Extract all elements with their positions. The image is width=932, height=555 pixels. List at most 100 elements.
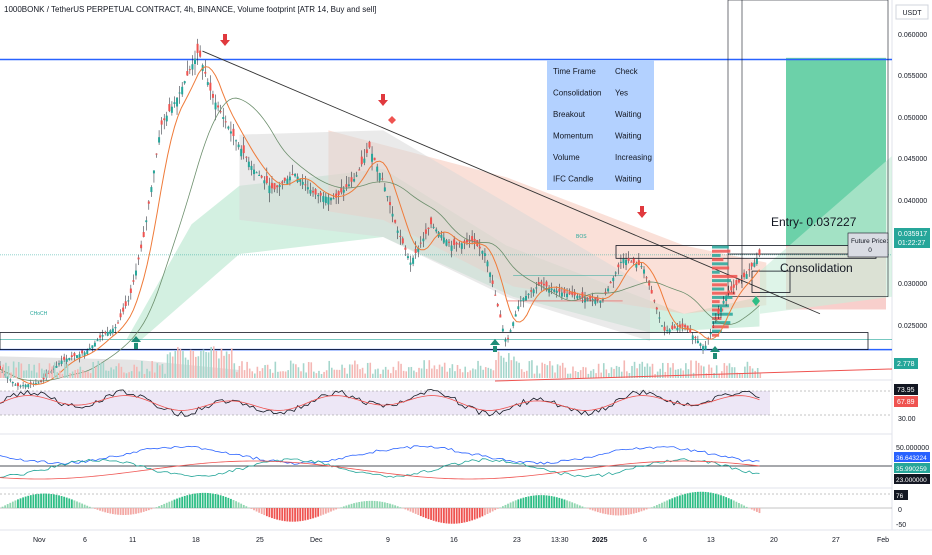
volume-bar [102,362,105,378]
candle-body [499,314,502,318]
time-tick: 2025 [592,537,608,544]
candle-body [58,363,61,365]
price-axis[interactable]: 0.060000 0.055000 0.050000 0.045000 0.04… [898,32,927,330]
volume-bar [608,373,610,378]
rsi-ma-badge [894,396,918,407]
diamond-marker-icon [752,296,760,306]
candle-body [563,289,566,294]
volume-bar [320,373,323,378]
volume-bar [20,363,23,378]
checklist-key: Momentum [553,132,593,141]
volume-bar [210,346,212,378]
volume-bar [53,362,56,378]
volume-bar [305,372,307,378]
candle-body [194,58,196,64]
volume-bar [146,368,148,378]
checklist-key: Breakout [553,110,586,119]
volume-bar [346,373,348,378]
volume-bar [538,373,541,378]
volume-bar [197,356,200,378]
candle-body [324,196,327,203]
candle-body [517,306,520,310]
consolidation-box [751,270,791,293]
volume-bar [561,362,564,378]
candle-body [440,234,443,238]
candle-body [353,179,356,182]
volume-bar [372,373,374,378]
diamond-marker-icon [388,116,396,124]
demand-zone-box [0,332,869,350]
volume-bar [559,365,561,378]
candle-body [170,106,173,113]
candle-body [70,355,73,358]
dmi-v1: 36.643224 [896,455,927,462]
volume-bar [323,371,325,378]
volume-bar [254,373,256,378]
volume-bar [428,360,431,378]
candle-body [291,173,294,175]
volume-bar [564,367,567,378]
candle-body [288,176,291,181]
price-tick: 0.025000 [898,323,927,330]
volume-bar [192,351,195,378]
candle-body [430,217,433,225]
volume-bar [115,366,118,378]
volume-bar [166,354,169,378]
volume-bar [356,364,359,378]
time-tick: 27 [832,537,840,544]
volume-bar [446,371,449,378]
candle-body [694,336,697,339]
volume-bar [5,362,7,378]
volume-profile-bar [712,270,720,274]
candle-body [270,183,273,189]
volume-bar [379,373,382,378]
candle-body [332,198,335,200]
volume-bar [472,368,474,378]
candle-body [309,189,312,194]
candle-body [483,253,486,256]
volume-bar [277,371,279,378]
currency-label[interactable]: USDT [902,10,922,17]
volume-bar [708,364,710,378]
candle-body [496,303,499,307]
volume-bar [71,371,74,378]
volume-bar [161,363,164,378]
candle-body [265,175,268,183]
volume-bar [728,363,731,378]
signal-arrow-down-icon [381,94,385,100]
candle-body [363,158,366,163]
candle-body [101,335,104,337]
volume-bar [582,366,585,378]
candle-body [702,346,705,351]
bos-label: BOS [576,234,587,240]
checklist-value: Increasing [615,153,652,162]
candle-body [129,288,132,293]
volume-bar [43,370,46,378]
volume-bar [300,371,302,378]
candle-body [689,328,692,333]
last-price: 0.035917 [898,231,927,238]
osc-zero: 0 [898,507,902,514]
volume-bar [718,373,721,378]
checklist-key: Volume [553,153,580,162]
candle-body [609,281,612,284]
time-axis[interactable]: Nov 6 11 18 25 Dec 9 16 23 13:30 2025 6 … [33,537,889,544]
signal-arrow-up-icon [134,343,138,349]
volume-profile-bar [712,321,731,325]
volume-bar [690,360,692,378]
signal-arrow-up-icon [710,346,720,352]
projection-cloud [760,155,892,314]
volume-bar [431,368,433,378]
volume-bar [264,365,266,378]
volume-bar [659,368,662,378]
volume-bar [195,356,197,378]
adx-line [0,460,760,480]
candle-body [63,356,66,360]
volume-bar [425,368,428,378]
volume-bar [248,368,251,378]
volume-value: 2.778 [897,361,915,368]
candle-body [376,166,379,172]
volume-bar [523,371,526,378]
volume-bar [220,348,223,378]
